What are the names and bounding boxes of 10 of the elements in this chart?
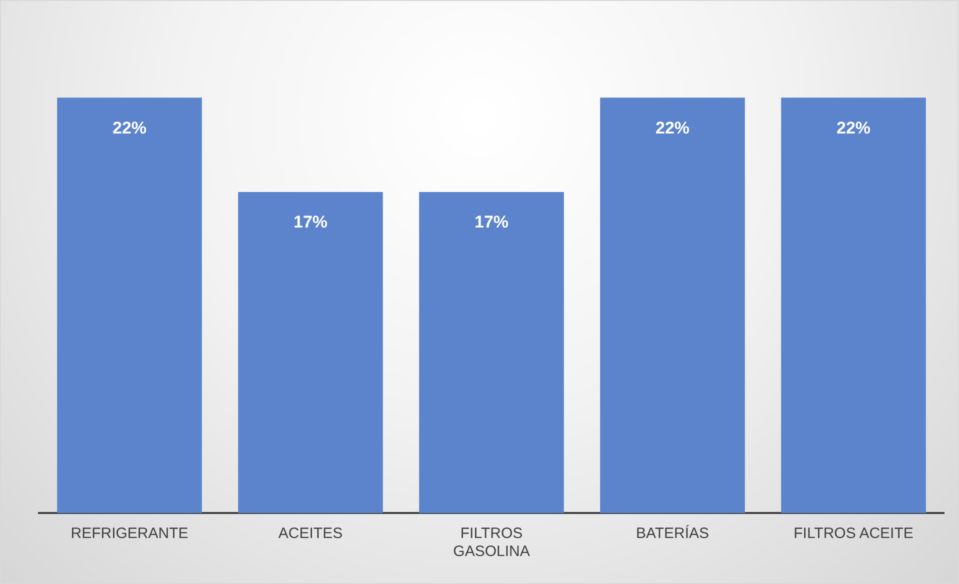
data-label: 22% — [112, 118, 147, 138]
data-label: 22% — [836, 118, 871, 138]
x-tick-label: FILTROS ACEITE — [794, 525, 914, 542]
x-tick-label: BATERÍAS — [636, 524, 710, 542]
data-label: 22% — [655, 118, 690, 138]
data-label: 17% — [293, 212, 328, 232]
x-tick-label: FILTROS GASOLINA — [453, 525, 530, 560]
x-tick-label: ACEITES — [278, 525, 343, 542]
data-label: 17% — [474, 212, 509, 232]
x-tick-label: REFRIGERANTE — [70, 525, 188, 542]
